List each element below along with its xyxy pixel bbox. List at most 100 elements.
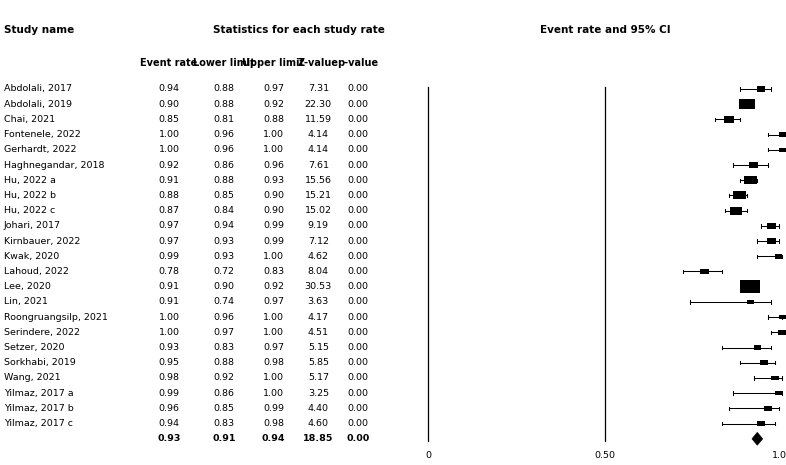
Text: 1.00: 1.00: [263, 146, 284, 154]
Text: Haghnegandar, 2018: Haghnegandar, 2018: [4, 160, 105, 170]
Bar: [771, 376, 779, 380]
Text: 18.85: 18.85: [303, 434, 333, 443]
Text: 0.83: 0.83: [214, 419, 234, 428]
Text: 0.84: 0.84: [214, 206, 234, 215]
Text: 0.00: 0.00: [347, 312, 368, 322]
Bar: [778, 133, 786, 137]
Bar: [775, 391, 782, 395]
Text: 0.00: 0.00: [347, 146, 368, 154]
Text: 7.61: 7.61: [308, 160, 329, 170]
Text: 0.97: 0.97: [159, 237, 179, 246]
Text: 0.91: 0.91: [159, 176, 179, 185]
Text: 3.25: 3.25: [308, 389, 329, 398]
Text: 0.00: 0.00: [347, 328, 368, 337]
Text: 15.21: 15.21: [305, 191, 332, 200]
Polygon shape: [752, 432, 762, 445]
Text: 8.04: 8.04: [308, 267, 329, 276]
Text: 5.85: 5.85: [308, 358, 329, 367]
Text: 0.00: 0.00: [347, 206, 368, 215]
Bar: [749, 162, 758, 168]
Text: Wang, 2021: Wang, 2021: [4, 373, 61, 382]
Text: 0.72: 0.72: [214, 267, 234, 276]
Text: Roongruangsilp, 2021: Roongruangsilp, 2021: [4, 312, 108, 322]
Text: 0.00: 0.00: [347, 252, 368, 261]
Text: Sorkhabi, 2019: Sorkhabi, 2019: [4, 358, 75, 367]
Text: 0.93: 0.93: [263, 176, 284, 185]
Text: 7.12: 7.12: [308, 237, 329, 246]
Text: 0.85: 0.85: [159, 115, 179, 124]
Bar: [760, 360, 769, 365]
Text: Abdolali, 2017: Abdolali, 2017: [4, 85, 72, 93]
Text: 0.00: 0.00: [347, 404, 368, 413]
Text: 0.00: 0.00: [347, 130, 368, 139]
Text: 0.97: 0.97: [263, 298, 284, 306]
Text: 5.17: 5.17: [308, 373, 329, 382]
Text: 0.87: 0.87: [159, 206, 179, 215]
Text: 0.91: 0.91: [159, 282, 179, 291]
Bar: [778, 147, 786, 152]
Text: 0.50: 0.50: [595, 452, 615, 460]
Text: 1.00: 1.00: [263, 252, 284, 261]
Bar: [724, 116, 734, 123]
Text: 0.94: 0.94: [214, 221, 234, 230]
Text: 0.00: 0.00: [347, 419, 368, 428]
Text: 0.00: 0.00: [347, 85, 368, 93]
Text: 0.98: 0.98: [263, 358, 284, 367]
Text: Fontenele, 2022: Fontenele, 2022: [4, 130, 81, 139]
Text: 0.85: 0.85: [214, 191, 234, 200]
Text: 0.78: 0.78: [159, 267, 179, 276]
Text: 1.00: 1.00: [159, 130, 179, 139]
Text: 0.94: 0.94: [159, 85, 179, 93]
Text: Event rate: Event rate: [141, 58, 197, 68]
Text: 1.00: 1.00: [263, 373, 284, 382]
Text: Yilmaz, 2017 c: Yilmaz, 2017 c: [4, 419, 73, 428]
Text: 0.85: 0.85: [214, 404, 234, 413]
Bar: [757, 421, 765, 426]
Text: 0.98: 0.98: [263, 419, 284, 428]
Text: Hu, 2022 b: Hu, 2022 b: [4, 191, 56, 200]
Bar: [767, 239, 776, 244]
Text: 0.97: 0.97: [263, 85, 284, 93]
Text: 0.90: 0.90: [263, 206, 284, 215]
Bar: [740, 280, 760, 293]
Text: 1.00: 1.00: [263, 130, 284, 139]
Bar: [778, 330, 786, 335]
Text: Chai, 2021: Chai, 2021: [4, 115, 55, 124]
Text: 0.00: 0.00: [347, 373, 368, 382]
Text: 0.96: 0.96: [214, 146, 234, 154]
Text: 4.51: 4.51: [308, 328, 329, 337]
Text: 0.00: 0.00: [347, 221, 368, 230]
Text: 0.92: 0.92: [263, 282, 284, 291]
Text: 0.88: 0.88: [214, 100, 234, 109]
Text: 22.30: 22.30: [305, 100, 332, 109]
Text: 4.62: 4.62: [308, 252, 329, 261]
Text: 0.99: 0.99: [159, 389, 179, 398]
Text: Lahoud, 2022: Lahoud, 2022: [4, 267, 69, 276]
Text: 0.93: 0.93: [157, 434, 181, 443]
Text: Kwak, 2020: Kwak, 2020: [4, 252, 59, 261]
Text: 0.83: 0.83: [214, 343, 234, 352]
Text: 0.96: 0.96: [159, 404, 179, 413]
Text: 0.93: 0.93: [214, 237, 234, 246]
Text: Yilmaz, 2017 b: Yilmaz, 2017 b: [4, 404, 74, 413]
Text: Serindere, 2022: Serindere, 2022: [4, 328, 80, 337]
Text: 4.17: 4.17: [308, 312, 329, 322]
Bar: [739, 99, 755, 109]
Text: 0.81: 0.81: [214, 115, 234, 124]
Text: 1.00: 1.00: [263, 389, 284, 398]
Text: 9.19: 9.19: [308, 221, 329, 230]
Text: Abdolali, 2019: Abdolali, 2019: [4, 100, 72, 109]
Text: 4.40: 4.40: [308, 404, 329, 413]
Text: 0.98: 0.98: [159, 373, 179, 382]
Text: 4.60: 4.60: [308, 419, 329, 428]
Text: 0.93: 0.93: [214, 252, 234, 261]
Text: 0.96: 0.96: [214, 130, 234, 139]
Text: 0.92: 0.92: [214, 373, 234, 382]
Text: Statistics for each study rate: Statistics for each study rate: [213, 25, 384, 35]
Text: 0.00: 0.00: [347, 298, 368, 306]
Bar: [764, 406, 772, 411]
Text: 1.00: 1.00: [159, 328, 179, 337]
Text: 11.59: 11.59: [305, 115, 332, 124]
Text: 0.92: 0.92: [159, 160, 179, 170]
Text: Lee, 2020: Lee, 2020: [4, 282, 51, 291]
